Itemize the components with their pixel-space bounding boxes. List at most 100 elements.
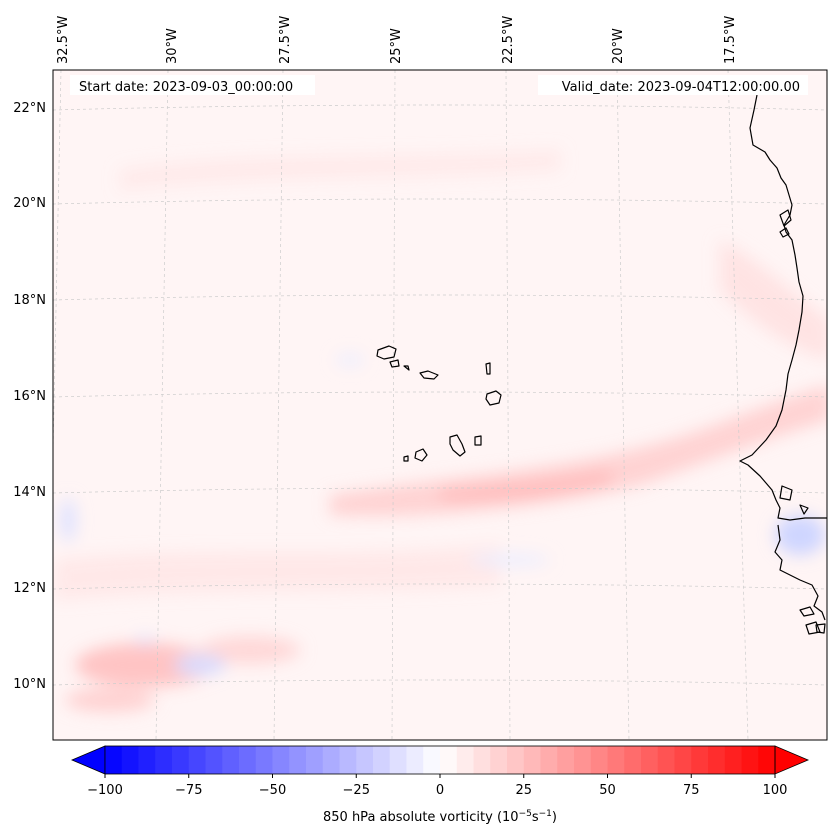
colorbar-band bbox=[724, 746, 742, 774]
colorbar-band bbox=[473, 746, 491, 774]
colorbar-band bbox=[406, 746, 424, 774]
coastal-island-3 bbox=[799, 606, 815, 617]
lat-label: 22°N bbox=[13, 101, 46, 116]
gridline-lat-22 bbox=[53, 104, 827, 111]
gridline-lat-16 bbox=[53, 391, 827, 398]
cape-verde-brava bbox=[403, 455, 409, 462]
lon-label: 17.5°W bbox=[723, 16, 738, 64]
southern-patch-3 bbox=[65, 688, 155, 712]
easterly-wave-band bbox=[330, 385, 827, 516]
colorbar-units-close: ) bbox=[552, 810, 557, 825]
colorbar-tick-label: 50 bbox=[599, 783, 616, 798]
colorbar-min-extend bbox=[70, 745, 106, 775]
negative-patch-2 bbox=[60, 498, 76, 542]
longitude-labels: 32.5°W 30°W 27.5°W 25°W 22.5°W 20°W 17.5… bbox=[56, 16, 738, 64]
colorbar-band bbox=[172, 746, 190, 774]
colorbar-band bbox=[557, 746, 575, 774]
colorbar-band bbox=[138, 746, 156, 774]
colorbar-band bbox=[523, 746, 541, 774]
colorbar-band bbox=[205, 746, 223, 774]
african-coastline bbox=[739, 94, 827, 521]
cape-verde-fogo bbox=[414, 448, 428, 462]
colorbar-band bbox=[741, 746, 759, 774]
colorbar-band bbox=[657, 746, 675, 774]
lon-label: 27.5°W bbox=[278, 16, 293, 64]
northern-streak bbox=[120, 150, 560, 190]
colorbar-units-open: (10 bbox=[497, 810, 519, 825]
coast-south bbox=[774, 524, 826, 621]
colorbar-tick-label: −100 bbox=[87, 783, 123, 798]
lon-label: 22.5°W bbox=[501, 16, 516, 64]
cape-verde-boa-vista bbox=[485, 390, 502, 406]
cape-verde-santo-antao bbox=[376, 345, 397, 360]
colorbar-band bbox=[322, 746, 340, 774]
coastal-island-5 bbox=[815, 623, 826, 634]
cape-verde-santiago bbox=[449, 434, 466, 457]
colorbar-tick-label: 25 bbox=[515, 783, 532, 798]
colorbar-band bbox=[456, 746, 474, 774]
colorbar-band bbox=[641, 746, 659, 774]
lat-label: 14°N bbox=[13, 485, 46, 500]
negative-patch-6 bbox=[135, 635, 155, 645]
cape-verde-sao-vicente bbox=[389, 359, 400, 368]
southern-patch-2 bbox=[200, 636, 300, 664]
negative-patch-5 bbox=[336, 354, 364, 366]
lon-label: 30°W bbox=[165, 28, 180, 64]
colorbar-band bbox=[574, 746, 592, 774]
colorbar-band bbox=[306, 746, 324, 774]
colorbar-units-exp1: −5 bbox=[519, 809, 532, 819]
lat-label: 20°N bbox=[13, 196, 46, 211]
colorbar-band bbox=[691, 746, 709, 774]
gridline-lon-17.5 bbox=[727, 70, 749, 740]
colorbar-tick-label: 75 bbox=[683, 783, 700, 798]
colorbar-band bbox=[607, 746, 625, 774]
colorbar-band bbox=[255, 746, 273, 774]
colorbar-tick-label: −75 bbox=[175, 783, 202, 798]
colorbar-band bbox=[222, 746, 240, 774]
colorbar-band bbox=[708, 746, 726, 774]
vorticity-field bbox=[55, 150, 827, 712]
cape-verde-santa-luzia bbox=[403, 365, 410, 371]
colorbar-label-text: 850 hPa absolute vorticity bbox=[323, 810, 493, 825]
gridline-lon-27.5 bbox=[273, 70, 284, 740]
coastal-island-2 bbox=[779, 227, 790, 238]
valid-date-box bbox=[538, 75, 808, 95]
colorbar-units-exp2: −1 bbox=[539, 809, 552, 819]
gridline-lat-20 bbox=[53, 198, 827, 205]
colorbar-band bbox=[507, 746, 525, 774]
lon-label: 32.5°W bbox=[56, 16, 71, 64]
coastal-inlet-1 bbox=[779, 485, 793, 501]
colorbar-band bbox=[289, 746, 307, 774]
colorbar-band bbox=[239, 746, 257, 774]
colorbar-band bbox=[373, 746, 391, 774]
coastal-band bbox=[720, 240, 827, 360]
gridline-lat-18 bbox=[53, 294, 827, 301]
colorbar-band bbox=[272, 746, 290, 774]
gridlines bbox=[53, 70, 827, 740]
colorbar-ticks: −100 −75 −50 −25 0 25 50 75 100 bbox=[87, 774, 787, 798]
colorbar-max-extend bbox=[774, 745, 810, 775]
negative-patch-4 bbox=[470, 554, 550, 566]
colorbar-band bbox=[624, 746, 642, 774]
western-band bbox=[55, 545, 500, 600]
start-date-label: Start date: 2023-09-03_00:00:00 bbox=[79, 80, 293, 95]
colorbar-tick-label: 100 bbox=[763, 783, 788, 798]
colorbar-band bbox=[339, 746, 357, 774]
colorbar-units-mid: s bbox=[532, 810, 539, 825]
colorbar-band bbox=[356, 746, 374, 774]
colorbar-band bbox=[540, 746, 558, 774]
cape-verde-sal bbox=[485, 362, 491, 375]
colorbar-band bbox=[490, 746, 508, 774]
colorbar-bands bbox=[105, 746, 776, 774]
gridline-lon-25 bbox=[391, 70, 396, 740]
colorbar: −100 −75 −50 −25 0 25 50 75 100 850 hPa … bbox=[70, 745, 810, 825]
southern-patch bbox=[75, 643, 215, 687]
colorbar-band bbox=[590, 746, 608, 774]
map-frame bbox=[52, 69, 828, 741]
colorbar-tick-label: 0 bbox=[436, 783, 444, 798]
valid-date-label: Valid_date: 2023-09-04T12:00:00.00 bbox=[562, 80, 800, 95]
negative-patch-3 bbox=[775, 515, 825, 555]
colorbar-tick-label: −25 bbox=[343, 783, 370, 798]
lat-label: 16°N bbox=[13, 389, 46, 404]
